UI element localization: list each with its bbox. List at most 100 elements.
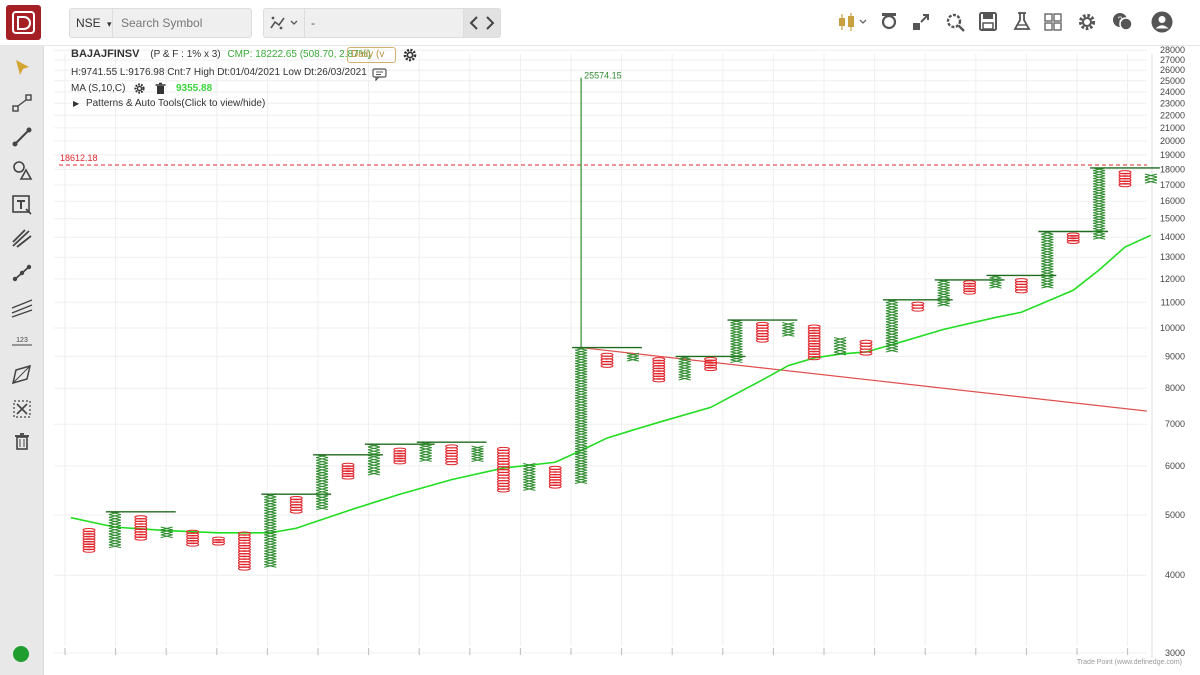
settings-search-icon[interactable] (944, 10, 968, 34)
o-column[interactable] (496, 446, 510, 493)
measure-tool-icon[interactable]: 123 (9, 328, 35, 354)
trendline-icon[interactable] (9, 124, 35, 150)
chart-header: BAJAJFINSV (P & F : 1% x 3) CMP: 18222.6… (71, 48, 371, 60)
o-column[interactable] (1118, 170, 1132, 188)
chart-area[interactable]: 3000 4000 5000 6000 7000 8000 9000 10000 11000 12… (44, 45, 1200, 675)
x-column[interactable] (572, 346, 642, 485)
x-column[interactable] (1090, 167, 1160, 240)
user-icon[interactable] (1150, 10, 1174, 34)
x-column[interactable] (882, 299, 953, 353)
exchange-select[interactable]: NSE ▾ (69, 8, 113, 38)
nav-arrows-button[interactable] (463, 8, 501, 38)
chart-settings-gear-icon[interactable] (402, 47, 418, 63)
o-column[interactable] (237, 531, 251, 571)
o-column[interactable] (341, 462, 355, 480)
search-input[interactable] (112, 8, 252, 38)
y-tick-label: 15000 (1160, 214, 1185, 224)
o-column[interactable] (911, 301, 925, 312)
pnf-chart[interactable]: 3000 4000 5000 6000 7000 8000 9000 10000 11000 12… (44, 45, 1200, 675)
x-column[interactable] (782, 322, 795, 337)
shape-tool-icon[interactable] (9, 158, 35, 184)
y-tick-label: 18000 (1160, 164, 1185, 174)
chat-icon[interactable]: ? (1110, 10, 1134, 34)
patterns-toggle-label: Patterns & Auto Tools(Click to view/hide… (85, 98, 266, 109)
o-column[interactable] (289, 495, 303, 514)
compare-input[interactable]: - (304, 8, 464, 38)
o-column[interactable] (1066, 232, 1080, 244)
chart-type-label: (P & F : 1% x 3) (150, 49, 221, 60)
y-tick-label: 16000 (1160, 196, 1185, 206)
y-tick-label: 24000 (1160, 87, 1185, 97)
y-tick-label: 12000 (1160, 274, 1185, 284)
ray-tool-icon[interactable] (9, 260, 35, 286)
x-column[interactable] (416, 441, 487, 462)
x-column[interactable] (727, 319, 798, 364)
o-column[interactable] (548, 465, 562, 489)
o-column[interactable] (807, 324, 821, 361)
o-column[interactable] (652, 357, 666, 383)
x-column[interactable] (471, 445, 484, 462)
app-logo[interactable] (6, 5, 41, 40)
grid-layout-icon[interactable] (1042, 10, 1064, 34)
polygon-tool-icon[interactable] (9, 362, 35, 388)
caret-right-icon: ▶ (73, 99, 80, 108)
y-tick-label: 28000 (1160, 46, 1185, 55)
x-column[interactable] (1144, 173, 1158, 184)
save-icon[interactable] (977, 10, 999, 34)
o-column[interactable] (212, 536, 225, 546)
peak-label: 25574.15 (584, 71, 622, 81)
magnet-tool-icon[interactable] (9, 396, 35, 422)
o-column[interactable] (82, 528, 96, 553)
trash-icon[interactable] (9, 428, 35, 454)
x-column[interactable] (523, 463, 536, 491)
cmp-label: CMP: 18222.65 (508.70, 2.87%) (227, 49, 371, 60)
o-column[interactable] (704, 357, 718, 372)
x-column[interactable] (833, 337, 847, 356)
ma-settings-gear-icon[interactable] (133, 82, 146, 95)
line-tool-icon[interactable] (9, 90, 35, 116)
text-tool-icon[interactable] (9, 192, 35, 218)
x-column[interactable] (626, 352, 640, 362)
ma-row: MA (S,10,C) (71, 83, 125, 94)
gear-icon[interactable] (1076, 10, 1098, 34)
y-tick-label: 20000 (1160, 136, 1185, 146)
y-tick-label: 6000 (1165, 461, 1185, 471)
indicator-icon[interactable] (878, 10, 900, 34)
ma-delete-trash-icon[interactable] (154, 82, 167, 95)
fork-tool-icon[interactable] (9, 226, 35, 252)
symbol-name: BAJAJFINSV (71, 48, 140, 60)
o-column[interactable] (859, 339, 873, 356)
o-column[interactable] (755, 321, 769, 343)
y-tick-label: 17000 (1160, 180, 1185, 190)
flask-icon[interactable] (1011, 10, 1033, 34)
timeframe-label: Daily (v (351, 49, 385, 60)
chart-type-select[interactable] (263, 8, 305, 38)
timeframe-select[interactable]: Daily (v (347, 47, 396, 63)
o-column[interactable] (186, 529, 200, 547)
o-column[interactable] (445, 444, 459, 466)
o-column[interactable] (600, 352, 614, 368)
x-column[interactable] (160, 526, 173, 539)
top-toolbar: NSE ▾ - (0, 0, 1200, 46)
o-column[interactable] (963, 280, 977, 295)
y-tick-label: 5000 (1165, 510, 1185, 520)
chevron-down-icon: ▾ (107, 19, 112, 29)
trendline[interactable] (581, 346, 1148, 412)
o-column[interactable] (134, 515, 148, 541)
o-column[interactable] (393, 447, 407, 465)
y-tick-label: 13000 (1160, 252, 1185, 262)
y-tick-label: 7000 (1165, 419, 1185, 429)
channel-tool-icon[interactable] (9, 294, 35, 320)
patterns-toggle[interactable]: ▶ Patterns & Auto Tools(Click to view/hi… (73, 98, 265, 109)
cursor-icon[interactable] (9, 55, 35, 81)
compare-value: - (311, 16, 315, 30)
expand-icon[interactable] (910, 10, 932, 34)
o-column[interactable] (1014, 278, 1028, 294)
x-column[interactable] (105, 511, 176, 549)
candlestick-icon[interactable] (836, 10, 870, 34)
comment-icon[interactable] (372, 68, 388, 82)
svg-text:123: 123 (16, 337, 28, 344)
y-tick-label: 10000 (1160, 323, 1185, 333)
moving-average-line[interactable] (70, 234, 1152, 534)
